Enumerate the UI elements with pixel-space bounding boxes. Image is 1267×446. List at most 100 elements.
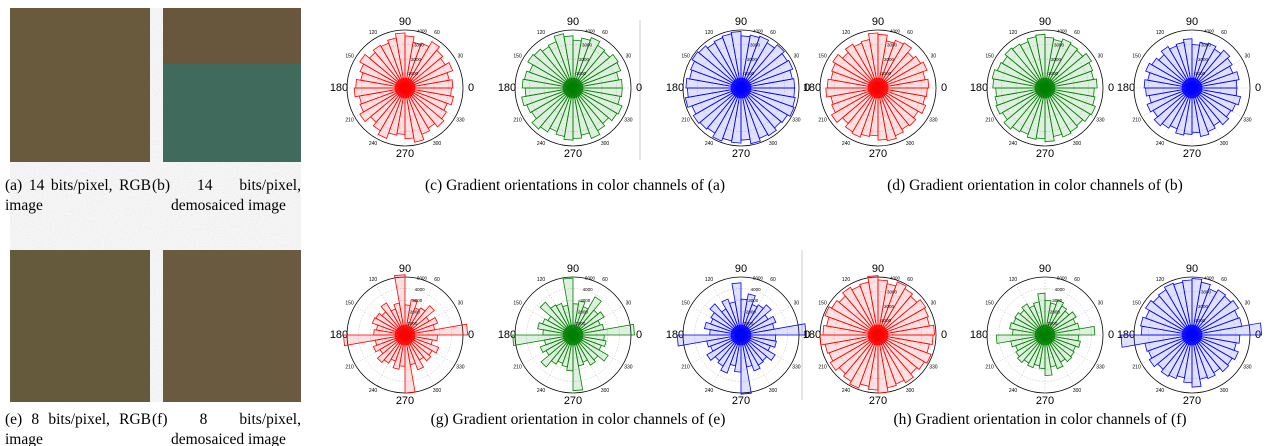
radial-label: 4000 (753, 28, 764, 33)
angle-label: 240 (1156, 141, 1165, 147)
angle-label: 30 (626, 53, 632, 59)
angle-label: 150 (1132, 53, 1141, 59)
radial-label: 4000 (890, 28, 901, 33)
polar-chart: 0306090120150180210240270300330100020003… (803, 263, 947, 407)
center-blob (868, 78, 889, 99)
angle-label: 120 (705, 277, 714, 283)
angle-label: 150 (681, 300, 690, 306)
polar-chart: 0306090120150180210240270300330100020003… (970, 263, 1114, 407)
radial-label: 1000 (575, 321, 586, 326)
angle-label: 300 (769, 388, 778, 394)
angle-label: 60 (602, 30, 608, 36)
angle-label: 150 (818, 53, 827, 59)
image-f (163, 250, 301, 402)
radial-label: 2000 (578, 309, 589, 314)
image-b-top (163, 8, 301, 64)
angle-label: 270 (869, 148, 887, 160)
angle-label: 300 (1073, 388, 1082, 394)
radial-label: 2000 (410, 309, 421, 314)
radial-label: 2000 (746, 309, 757, 314)
angle-label: 330 (624, 364, 633, 370)
radial-label: 3000 (887, 43, 898, 48)
radial-label: 2000 (1050, 309, 1061, 314)
radial-label: 3000 (582, 43, 593, 48)
angle-label: 210 (681, 364, 690, 370)
angle-label: 60 (770, 277, 776, 283)
angle-label: 270 (869, 395, 887, 407)
angle-label: 240 (842, 388, 851, 394)
angle-label: 330 (1243, 117, 1252, 123)
radial-label: 1000 (743, 321, 754, 326)
radial-label: 1000 (881, 318, 892, 323)
angle-label: 330 (792, 117, 801, 123)
radial-label: 4000 (1057, 28, 1068, 33)
angle-label: 240 (1009, 388, 1018, 394)
angle-label: 300 (433, 141, 442, 147)
angle-label: 210 (513, 364, 522, 370)
angle-label: 150 (513, 300, 522, 306)
center-blob (731, 78, 752, 99)
angle-label: 30 (458, 53, 464, 59)
radial-label: 2000 (579, 57, 590, 62)
angle-label: 60 (907, 30, 913, 36)
radial-label: 3000 (1201, 43, 1212, 48)
angle-label: 210 (985, 364, 994, 370)
polar-chart: 0306090120150180210240270300330100020003… (803, 16, 947, 160)
angle-label: 330 (1243, 364, 1252, 370)
angle-label: 60 (434, 277, 440, 283)
angle-label: 210 (818, 117, 827, 123)
caption: (b) 14 bits/pixel, demosaiced image (152, 176, 301, 216)
angle-label: 270 (1183, 148, 1201, 160)
angle-label: 180 (498, 82, 516, 94)
angle-label: 240 (1009, 141, 1018, 147)
polar-chart: 0306090120150180210240270300330100020003… (330, 263, 474, 407)
angle-label: 120 (1009, 277, 1018, 283)
angle-label: 150 (1132, 300, 1141, 306)
angle-label: 240 (537, 141, 546, 147)
angle-label: 90 (399, 16, 411, 28)
angle-label: 60 (1221, 277, 1227, 283)
angle-label: 90 (735, 16, 747, 28)
angle-label: 330 (456, 364, 465, 370)
angle-label: 300 (1220, 141, 1229, 147)
angle-label: 180 (970, 82, 988, 94)
angle-label: 330 (1096, 117, 1105, 123)
angle-label: 210 (1132, 117, 1141, 123)
angle-label: 330 (792, 364, 801, 370)
polar-chart: 0306090120150180210240270300330100020003… (330, 16, 474, 160)
radial-label: 2000 (747, 57, 758, 62)
center-blob (563, 78, 584, 99)
angle-label: 30 (1245, 300, 1251, 306)
angle-label: 30 (1245, 53, 1251, 59)
angle-label: 90 (872, 16, 884, 28)
figure-graphics: 0306090120150180210240270300330100020003… (0, 0, 1267, 446)
angle-label: 330 (624, 117, 633, 123)
angle-label: 0 (1255, 82, 1261, 94)
angle-label: 330 (1096, 364, 1105, 370)
angle-label: 120 (1156, 277, 1165, 283)
angle-label: 150 (513, 53, 522, 59)
angle-label: 90 (1039, 16, 1051, 28)
angle-label: 300 (601, 388, 610, 394)
angle-label: 90 (567, 16, 579, 28)
angle-label: 120 (1156, 30, 1165, 36)
radial-label: 3000 (1052, 298, 1063, 303)
angle-label: 30 (931, 53, 937, 59)
radial-label: 1000 (1195, 71, 1206, 76)
radial-label: 2000 (884, 304, 895, 309)
angle-label: 150 (818, 300, 827, 306)
angle-label: 120 (369, 30, 378, 36)
radial-label: 5000 (1057, 275, 1068, 280)
center-blob (1182, 325, 1203, 346)
radial-label: 5000 (753, 275, 764, 280)
radial-label: 4000 (1204, 28, 1215, 33)
radial-label: 2000 (884, 57, 895, 62)
angle-label: 330 (929, 117, 938, 123)
angle-label: 300 (433, 388, 442, 394)
polar-chart: 0306090120150180210240270300330100020003… (1117, 263, 1262, 407)
angle-label: 270 (396, 148, 414, 160)
angle-label: 0 (468, 329, 474, 341)
angle-label: 90 (1186, 263, 1198, 275)
angle-label: 90 (567, 263, 579, 275)
radial-label: 1000 (1195, 318, 1206, 323)
